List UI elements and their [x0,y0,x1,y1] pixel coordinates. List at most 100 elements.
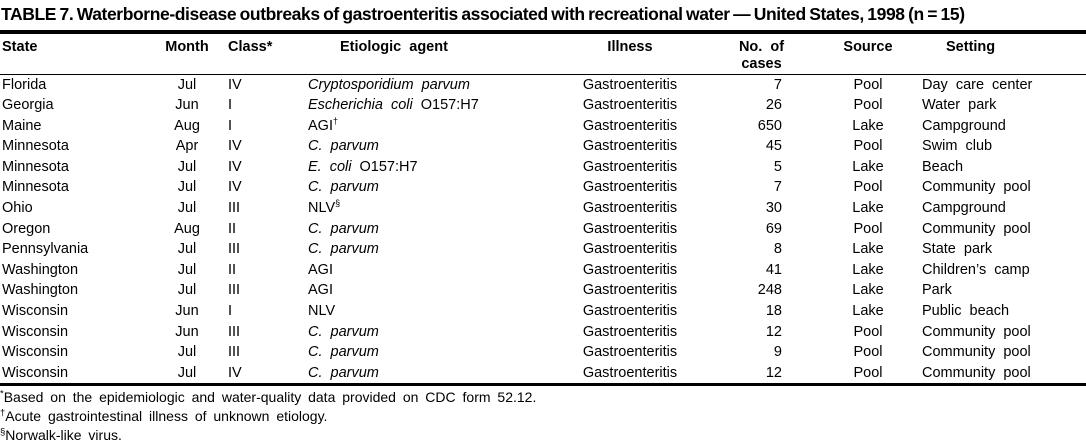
cell-month: Jul [177,158,197,175]
cell-setting: Swim club [922,138,993,155]
cell-class: III [228,323,241,340]
agent-name-plain: O157:H7 [351,158,418,175]
cell-source: Pool [853,220,883,237]
table-row: Wisconsin Jun III C. parvum Gastroenteritis 1… [0,322,1086,343]
cell-illness: Gastroenteritis [582,138,678,155]
cell-month: Jun [175,97,199,114]
cell-class: IV [228,179,242,196]
cell-source: Lake [852,200,884,217]
cell-setting: Public beach [922,303,1010,320]
agent-name-italic: C. parvum [308,344,379,361]
cell-class: II [228,261,237,278]
cell-state: Wisconsin [2,323,69,340]
cell-illness: Gastroenteritis [582,241,678,258]
agent-name-italic: C. parvum [308,138,379,155]
cell-state: Washington [2,282,79,299]
table-row: Pennsylvania Jul III C. parvum Gastroenterit… [0,239,1086,260]
cell-state: Ohio [2,200,33,217]
table-row: Minnesota Jul IV C. parvum Gastroenteritis 7 P… [0,177,1086,198]
cell-state: Wisconsin [2,344,69,361]
cell-state: Washington [2,261,79,278]
title-rule [0,30,1086,34]
agent-name-italic: E. coli [308,158,352,175]
footnote-text: Norwalk-like virus. [5,427,122,444]
cell-illness: Gastroenteritis [582,117,678,134]
cell-illness: Gastroenteritis [582,282,678,299]
cell-agent: NLV [300,301,545,322]
cell-cases: 8 [773,241,782,258]
agent-name-italic: C. parvum [308,179,379,196]
footnote: §Norwalk-like virus. [0,426,1086,445]
cell-class: II [228,220,237,237]
cell-agent: Escherichia coli O157:H7 [300,95,545,116]
cell-illness: Gastroenteritis [582,76,678,93]
cell-state: Minnesota [2,179,69,196]
cell-agent: AGI† [300,116,545,137]
cell-setting: Community pool [922,179,1031,196]
header-label: Class* [228,39,273,55]
cell-cases: 5 [773,158,782,175]
cell-cases: 9 [773,344,782,361]
cell-month: Jul [177,282,197,299]
cell-source: Lake [852,117,884,134]
cell-class: I [228,97,233,114]
cell-month: Jul [177,344,197,361]
cell-cases: 18 [765,303,782,320]
header-label: Source [843,39,893,55]
cell-cases: 69 [765,220,782,237]
cell-illness: Gastroenteritis [582,200,678,217]
header-label: Month [165,39,209,55]
cell-source: Lake [852,282,884,299]
outbreak-table: State Month Class* Etiologic agent Illne… [0,34,1086,387]
table-header: State Month Class* Etiologic agent Illne… [0,34,1086,75]
cell-illness: Gastroenteritis [582,158,678,175]
cell-agent: Cryptosporidium parvum [300,74,545,95]
table-row: Florida Jul IV Cryptosporidium parvum Gastro… [0,74,1086,95]
cell-month: Aug [174,220,200,237]
header-label-line2: cases [741,56,782,72]
cell-class: IV [228,76,242,93]
agent-name-italic: Escherichia coli [308,97,413,114]
agent-footnote-mark: § [335,198,341,209]
cell-source: Pool [853,344,883,361]
cell-state: Florida [2,76,47,93]
agent-name-plain: AGI [308,261,333,278]
column-header-month: Month [158,34,216,75]
cell-cases: 248 [757,282,782,299]
cell-class: IV [228,138,242,155]
cell-class: I [228,303,233,320]
column-header-illness: Illness [545,34,715,75]
cell-class: I [228,117,233,134]
cell-source: Lake [852,261,884,278]
cell-source: Lake [852,158,884,175]
cell-month: Jul [177,76,197,93]
footnote-text: Based on the epidemiologic and water-qua… [3,389,537,406]
cell-illness: Gastroenteritis [582,303,678,320]
cell-month: Jun [175,323,199,340]
cell-class: IV [228,158,242,175]
cell-class: III [228,282,241,299]
agent-name-plain: NLV [308,200,336,217]
cell-state: Pennsylvania [2,241,89,258]
cell-month: Jul [177,200,197,217]
agent-name-italic: C. parvum [308,241,379,258]
header-label: Etiologic agent [340,39,448,55]
cell-agent: E. coli O157:H7 [300,157,545,178]
table-row: Minnesota Apr IV C. parvum Gastroenteritis 45… [0,136,1086,157]
cell-setting: Beach [922,158,964,175]
cell-month: Jul [177,261,197,278]
table-row: Maine Aug I AGI† Gastroenteritis 650 Lake Campg… [0,116,1086,137]
cell-source: Pool [853,364,883,381]
cell-illness: Gastroenteritis [582,220,678,237]
cell-cases: 12 [765,323,782,340]
cell-setting: Community pool [922,220,1031,237]
cell-month: Aug [174,117,200,134]
cell-cases: 7 [773,179,782,196]
agent-name-italic: C. parvum [308,364,379,381]
table-row: Georgia Jun I Escherichia coli O157:H7 Gastr… [0,95,1086,116]
cell-illness: Gastroenteritis [582,323,678,340]
cell-setting: Children’s camp [922,261,1030,278]
table-row: Wisconsin Jun I NLV Gastroenteritis 18 Lake Pub… [0,301,1086,322]
cell-setting: Community pool [922,344,1031,361]
